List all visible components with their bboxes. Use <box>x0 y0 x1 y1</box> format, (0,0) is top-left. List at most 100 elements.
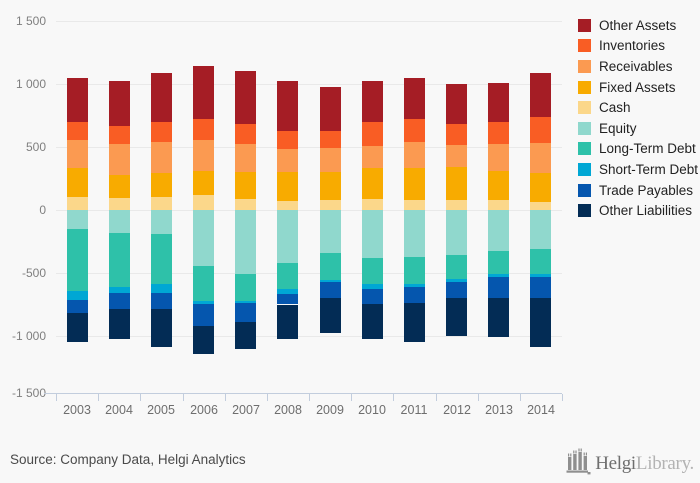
bar-segment-trade-payables[interactable] <box>67 300 88 314</box>
bar-segment-long-term-debt[interactable] <box>67 228 88 292</box>
bar-segment-equity[interactable] <box>235 210 256 275</box>
bar-segment-other-liabilities[interactable] <box>404 302 425 342</box>
bar-segment-short-term-debt[interactable] <box>109 286 130 294</box>
bar-segment-other-assets[interactable] <box>235 71 256 124</box>
bar-segment-long-term-debt[interactable] <box>277 262 298 290</box>
bar-segment-short-term-debt[interactable] <box>446 279 467 282</box>
bar-segment-inventories[interactable] <box>446 123 467 146</box>
bar-segment-short-term-debt[interactable] <box>320 279 341 283</box>
bar-segment-receivables[interactable] <box>488 144 509 171</box>
legend-item-trade-payables[interactable]: Trade Payables <box>578 180 698 201</box>
bar-segment-receivables[interactable] <box>362 146 383 169</box>
bar-segment-long-term-debt[interactable] <box>320 252 341 280</box>
bar-segment-short-term-debt[interactable] <box>151 283 172 293</box>
bar-segment-equity[interactable] <box>109 210 130 233</box>
bar-segment-short-term-debt[interactable] <box>362 284 383 289</box>
bar-segment-trade-payables[interactable] <box>277 293 298 305</box>
bar-segment-inventories[interactable] <box>488 122 509 145</box>
legend-item-other-assets[interactable]: Other Assets <box>578 15 698 36</box>
bar-segment-trade-payables[interactable] <box>193 303 214 326</box>
bar-segment-other-liabilities[interactable] <box>67 313 88 343</box>
bar-segment-equity[interactable] <box>404 210 425 257</box>
bar-segment-other-assets[interactable] <box>446 84 467 124</box>
bar-segment-other-liabilities[interactable] <box>320 297 341 334</box>
legend-item-inventories[interactable]: Inventories <box>578 36 698 57</box>
bar-segment-other-assets[interactable] <box>362 81 383 123</box>
bar-segment-fixed-assets[interactable] <box>404 167 425 200</box>
bar-segment-long-term-debt[interactable] <box>530 249 551 275</box>
bar-segment-fixed-assets[interactable] <box>277 172 298 202</box>
bar-segment-short-term-debt[interactable] <box>530 274 551 277</box>
bar-segment-fixed-assets[interactable] <box>362 168 383 200</box>
bar-segment-short-term-debt[interactable] <box>193 300 214 304</box>
bar-segment-cash[interactable] <box>235 199 256 210</box>
bar-segment-fixed-assets[interactable] <box>530 172 551 203</box>
bar-segment-other-liabilities[interactable] <box>530 298 551 348</box>
bar-segment-inventories[interactable] <box>530 117 551 143</box>
bar-segment-inventories[interactable] <box>320 130 341 149</box>
bar-segment-cash[interactable] <box>446 199 467 210</box>
bar-segment-inventories[interactable] <box>362 122 383 147</box>
bar-segment-equity[interactable] <box>320 210 341 253</box>
bar-segment-other-liabilities[interactable] <box>109 308 130 340</box>
bar-segment-other-assets[interactable] <box>109 80 130 126</box>
bar-segment-equity[interactable] <box>193 210 214 267</box>
bar-segment-cash[interactable] <box>404 199 425 210</box>
bar-segment-trade-payables[interactable] <box>235 302 256 323</box>
bar-segment-equity[interactable] <box>67 210 88 229</box>
bar-segment-other-liabilities[interactable] <box>151 308 172 347</box>
bar-segment-cash[interactable] <box>488 199 509 210</box>
bar-segment-inventories[interactable] <box>193 119 214 141</box>
bar-segment-equity[interactable] <box>530 210 551 250</box>
bar-segment-other-liabilities[interactable] <box>235 322 256 349</box>
bar-segment-equity[interactable] <box>446 210 467 255</box>
bar-segment-fixed-assets[interactable] <box>193 170 214 195</box>
bar-segment-other-assets[interactable] <box>320 86 341 131</box>
bar-segment-long-term-debt[interactable] <box>151 233 172 284</box>
bar-segment-receivables[interactable] <box>404 141 425 168</box>
bar-segment-other-assets[interactable] <box>193 65 214 120</box>
bar-segment-cash[interactable] <box>193 194 214 210</box>
bar-segment-receivables[interactable] <box>235 144 256 173</box>
bar-segment-cash[interactable] <box>109 198 130 210</box>
bar-segment-other-liabilities[interactable] <box>446 298 467 336</box>
bar-segment-equity[interactable] <box>277 210 298 263</box>
bar-segment-other-liabilities[interactable] <box>488 297 509 338</box>
bar-segment-other-assets[interactable] <box>530 72 551 118</box>
bar-segment-receivables[interactable] <box>151 141 172 174</box>
bar-segment-trade-payables[interactable] <box>446 281 467 299</box>
bar-segment-inventories[interactable] <box>67 122 88 141</box>
bar-segment-other-assets[interactable] <box>404 78 425 120</box>
bar-segment-long-term-debt[interactable] <box>404 256 425 285</box>
bar-segment-long-term-debt[interactable] <box>362 257 383 285</box>
bar-segment-fixed-assets[interactable] <box>488 170 509 200</box>
bar-segment-fixed-assets[interactable] <box>109 174 130 199</box>
bar-segment-cash[interactable] <box>530 202 551 210</box>
legend-item-other-liabilities[interactable]: Other Liabilities <box>578 200 698 221</box>
bar-segment-equity[interactable] <box>151 210 172 234</box>
bar-segment-receivables[interactable] <box>446 145 467 167</box>
bar-segment-fixed-assets[interactable] <box>446 166 467 200</box>
bar-segment-inventories[interactable] <box>404 119 425 142</box>
bar-segment-receivables[interactable] <box>320 148 341 173</box>
bar-segment-cash[interactable] <box>277 201 298 210</box>
bar-segment-trade-payables[interactable] <box>530 276 551 299</box>
bar-segment-trade-payables[interactable] <box>362 288 383 304</box>
bar-segment-other-assets[interactable] <box>67 77 88 123</box>
bar-segment-fixed-assets[interactable] <box>320 172 341 200</box>
bar-segment-trade-payables[interactable] <box>109 293 130 309</box>
bar-segment-fixed-assets[interactable] <box>67 168 88 198</box>
bar-segment-trade-payables[interactable] <box>404 286 425 303</box>
bar-segment-receivables[interactable] <box>530 142 551 173</box>
bar-segment-trade-payables[interactable] <box>320 282 341 298</box>
bar-segment-long-term-debt[interactable] <box>446 254 467 280</box>
bar-segment-other-assets[interactable] <box>151 73 172 122</box>
bar-segment-equity[interactable] <box>362 210 383 258</box>
bar-segment-short-term-debt[interactable] <box>235 300 256 303</box>
bar-segment-other-liabilities[interactable] <box>277 304 298 339</box>
bar-segment-long-term-debt[interactable] <box>109 232 130 287</box>
bar-segment-cash[interactable] <box>320 199 341 210</box>
legend-item-short-term-debt[interactable]: Short-Term Debt <box>578 159 698 180</box>
bar-segment-inventories[interactable] <box>109 125 130 144</box>
bar-segment-cash[interactable] <box>67 197 88 210</box>
